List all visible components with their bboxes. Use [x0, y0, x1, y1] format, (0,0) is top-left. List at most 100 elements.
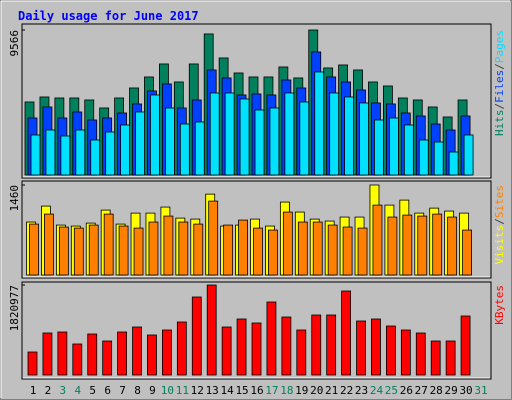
- x-tick-label: 18: [280, 384, 293, 397]
- bar: [297, 221, 308, 276]
- x-tick-label: 25: [385, 384, 398, 397]
- x-tick-label: 21: [325, 384, 338, 397]
- bar: [60, 135, 71, 176]
- bar: [58, 226, 69, 276]
- bar: [448, 151, 459, 176]
- x-tick-label: 6: [104, 384, 111, 397]
- x-tick-label: 5: [89, 384, 96, 397]
- y-tick-label: 1460: [8, 185, 21, 212]
- bar: [179, 123, 190, 176]
- bar: [447, 216, 458, 276]
- bar: [282, 211, 293, 276]
- bar: [42, 332, 53, 376]
- x-tick-label: 11: [176, 384, 189, 397]
- bar: [236, 318, 247, 376]
- bar: [208, 200, 219, 276]
- x-tick-label: 7: [119, 384, 126, 397]
- bar: [463, 134, 474, 176]
- bar: [120, 124, 130, 176]
- bar: [133, 227, 144, 276]
- bar: [433, 141, 444, 176]
- y-tick-label: 9566: [8, 30, 21, 57]
- bar: [105, 131, 116, 176]
- bar: [178, 221, 189, 276]
- bar: [254, 109, 265, 176]
- bar: [357, 227, 368, 276]
- bar: [221, 326, 232, 376]
- bar: [372, 204, 383, 276]
- x-tick-label: 27: [415, 384, 428, 397]
- bar: [296, 329, 307, 376]
- bar: [430, 340, 441, 376]
- bar: [281, 316, 292, 376]
- x-tick-label: 31: [474, 384, 487, 397]
- legend-entry: Files: [493, 70, 506, 103]
- bar: [102, 340, 113, 376]
- legend: Hits/Files/Pages: [493, 30, 506, 136]
- x-tick-label: 3: [60, 384, 67, 397]
- bar: [374, 119, 384, 176]
- bar: [193, 223, 204, 276]
- bar: [132, 326, 142, 376]
- bar: [72, 343, 83, 376]
- bar: [73, 227, 84, 276]
- x-tick-label: 16: [250, 384, 263, 397]
- bar: [417, 215, 428, 276]
- bar: [239, 98, 250, 176]
- bar: [223, 224, 234, 276]
- legend-separator: /: [493, 63, 506, 70]
- bar: [135, 111, 145, 176]
- bar: [118, 225, 129, 276]
- bar: [164, 107, 175, 176]
- bar: [161, 329, 172, 376]
- bar: [87, 333, 98, 376]
- bar: [402, 214, 413, 276]
- bar: [344, 96, 355, 176]
- x-tick-label: 30: [459, 384, 472, 397]
- bar: [462, 229, 472, 276]
- bar: [103, 213, 114, 276]
- bar: [329, 92, 340, 176]
- legend-entry: KBytes: [493, 285, 506, 325]
- x-tick-label: 17: [265, 384, 278, 397]
- bar: [269, 107, 280, 176]
- legend-entry: Visits: [493, 225, 506, 265]
- bar: [460, 315, 471, 376]
- x-tick-label: 8: [134, 384, 141, 397]
- y-tick-label: 1820977: [8, 285, 21, 331]
- x-tick-label: 26: [400, 384, 413, 397]
- bar: [27, 351, 38, 376]
- bar: [194, 121, 205, 176]
- x-tick-label: 19: [295, 384, 308, 397]
- bar: [90, 139, 101, 176]
- bar: [418, 139, 429, 176]
- bar: [75, 129, 86, 176]
- bar: [356, 320, 366, 376]
- bar: [387, 216, 398, 276]
- bar: [148, 221, 159, 276]
- bar: [415, 332, 426, 376]
- x-tick-label: 14: [221, 384, 235, 397]
- bar: [445, 340, 456, 376]
- bar: [206, 284, 217, 376]
- bar: [163, 215, 174, 276]
- bar: [432, 213, 443, 276]
- bar: [284, 92, 295, 176]
- x-tick-label: 23: [355, 384, 368, 397]
- bar: [327, 224, 338, 276]
- bar: [224, 92, 235, 176]
- bar: [45, 129, 56, 176]
- bar: [266, 301, 277, 376]
- bar: [147, 334, 157, 376]
- x-tick-label: 13: [206, 384, 219, 397]
- x-tick-label: 15: [235, 384, 248, 397]
- bar: [150, 94, 160, 176]
- x-tick-label: 2: [45, 384, 52, 397]
- bar: [30, 134, 41, 176]
- bar: [311, 314, 322, 376]
- bar: [388, 117, 399, 176]
- bar: [29, 223, 39, 276]
- legend-entry: Pages: [493, 30, 506, 63]
- x-tick-label: 22: [340, 384, 353, 397]
